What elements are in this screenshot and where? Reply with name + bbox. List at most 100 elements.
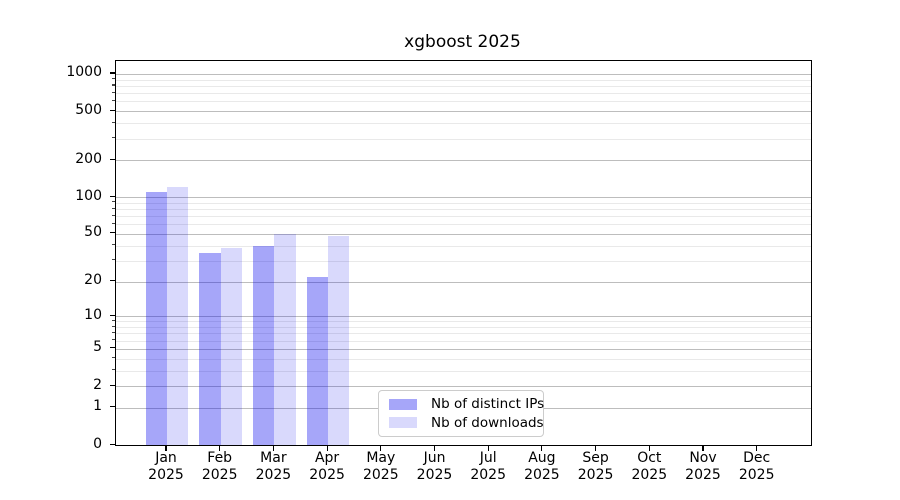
y-tick-mark-minor [112, 325, 115, 327]
x-tick-label: Oct 2025 [609, 450, 689, 483]
gridline-minor [116, 358, 811, 360]
gridline-minor [116, 260, 811, 262]
y-tick-mark-minor [112, 137, 115, 139]
legend-label: Nb of distinct IPs [431, 396, 545, 413]
y-tick-mark [110, 158, 115, 160]
x-tick-label: Jul 2025 [448, 450, 528, 483]
x-tick-label-line: 2025 [738, 466, 775, 483]
gridline-major [116, 111, 811, 113]
y-tick-mark [110, 72, 115, 74]
x-tick-label-line: 2025 [416, 466, 453, 483]
x-tick-label: Jan 2025 [126, 450, 206, 483]
bar-downloads [328, 236, 350, 445]
x-tick-mark [541, 446, 543, 451]
bar-downloads [274, 233, 296, 445]
x-tick-mark [595, 446, 597, 451]
x-tick-label-line: 2025 [201, 466, 238, 483]
y-tick-mark [110, 406, 115, 408]
y-tick-mark-minor [112, 369, 115, 371]
y-tick-mark-minor [112, 244, 115, 246]
y-axis: 0 1 2 5 10 20 50 100 200 500 1000 [0, 60, 115, 451]
gridline-minor [116, 85, 811, 87]
y-tick-label: 5 [93, 339, 102, 356]
y-tick-mark [110, 384, 115, 386]
y-tick-mark-minor [112, 121, 115, 123]
x-tick-label-line: 2025 [685, 466, 721, 483]
gridline-minor [116, 245, 811, 247]
x-tick-label-line: Feb [207, 450, 233, 466]
gridline-major [116, 233, 811, 235]
x-tick-label-line: Oct [637, 450, 662, 466]
x-tick-mark [648, 446, 650, 451]
gridline-minor [116, 123, 811, 124]
x-tick-label: May 2025 [341, 450, 421, 483]
x-tick-mark [433, 446, 436, 451]
gridline-minor [116, 333, 811, 335]
legend-item: Nb of distinct IPs [387, 396, 544, 412]
bar-distinct-ips [145, 192, 167, 445]
x-tick-label-line: 2025 [631, 466, 668, 483]
x-tick-mark [219, 446, 221, 451]
x-tick-label-line: 2025 [524, 466, 560, 483]
y-tick-mark [110, 232, 115, 234]
legend-label: Nb of downloads [431, 414, 544, 431]
x-tick-label: Mar 2025 [233, 450, 313, 483]
y-tick-mark [110, 280, 115, 282]
y-tick-mark-minor [112, 84, 115, 86]
y-tick-mark-minor [112, 357, 115, 359]
y-tick-mark-minor [112, 201, 115, 203]
x-axis: Jan 2025 Feb 2025 Mar 2025 Apr 2025 May 2025 Jun 20… [115, 446, 810, 496]
x-tick-label-line: 2025 [148, 466, 184, 483]
gridline-major [116, 386, 811, 387]
gridline-minor [116, 370, 811, 372]
x-tick-label: Dec 2025 [717, 450, 797, 483]
y-tick-mark-minor [112, 207, 115, 209]
y-tick-mark-minor [112, 331, 115, 333]
x-tick-label-line: Jan [155, 450, 177, 466]
bar-distinct-ips [306, 276, 329, 445]
gridline-major [116, 316, 811, 318]
y-tick-label: 50 [84, 224, 102, 241]
x-tick-label-line: 2025 [255, 466, 292, 483]
y-tick-mark [110, 443, 115, 445]
bar-distinct-ips [253, 245, 275, 445]
gridline-major [116, 281, 811, 283]
x-tick-label-line: Apr [314, 450, 340, 466]
y-tick-label: 10 [84, 306, 102, 323]
gridline-minor [116, 202, 811, 204]
legend-swatch-distinct-ips [389, 398, 417, 410]
gridline-major [116, 73, 811, 75]
y-tick-mark [110, 109, 115, 111]
y-tick-mark-minor [112, 339, 115, 341]
x-tick-mark [165, 446, 167, 451]
x-tick-mark [272, 446, 274, 451]
y-tick-mark-minor [112, 222, 115, 224]
x-tick-label-line: Mar [260, 450, 287, 466]
y-tick-label: 500 [75, 101, 102, 118]
legend: Nb of distinct IPs Nb of downloads [378, 390, 544, 437]
x-tick-label-line: May [366, 450, 396, 466]
x-tick-label-line: Jul [479, 450, 497, 466]
plot-area [115, 60, 812, 446]
gridline-major [116, 197, 811, 199]
x-tick-label-line: Aug [528, 450, 556, 466]
gridline-minor [116, 79, 811, 81]
x-tick-label-line: Jun [423, 450, 446, 466]
x-tick-label-line: 2025 [362, 466, 399, 483]
x-tick-label-line: 2025 [309, 466, 345, 483]
y-tick-mark-minor [112, 214, 115, 216]
x-tick-label: Apr 2025 [287, 450, 367, 483]
x-tick-mark [380, 446, 382, 451]
y-tick-mark-minor [112, 99, 115, 101]
y-tick-mark [110, 195, 115, 197]
gridline-minor [116, 321, 811, 323]
bar-downloads [220, 248, 243, 445]
x-tick-label-line: Sep [582, 450, 609, 466]
gridline-minor [116, 224, 811, 226]
y-tick-mark-minor [112, 78, 115, 80]
gridline-minor [116, 138, 811, 140]
y-tick-label: 0 [93, 435, 102, 452]
gridline-minor [116, 209, 811, 210]
x-tick-label-line: Dec [743, 450, 771, 466]
